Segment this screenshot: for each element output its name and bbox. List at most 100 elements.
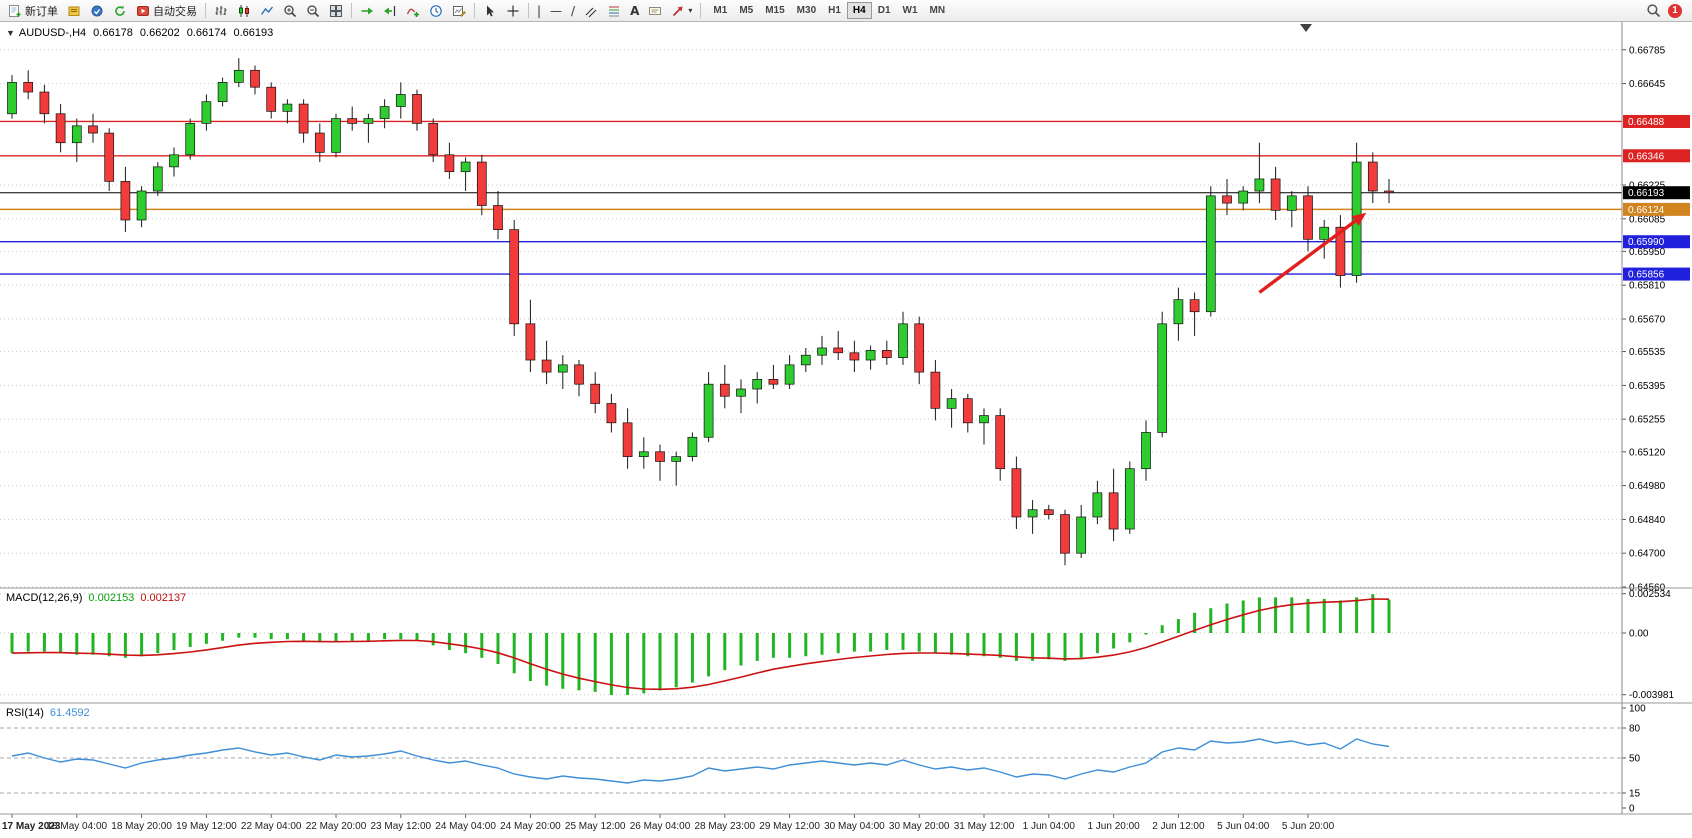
tf-button-H4[interactable]: H4 xyxy=(846,2,872,19)
svg-text:1 Jun 20:00: 1 Jun 20:00 xyxy=(1087,821,1140,832)
chart-shift-button[interactable] xyxy=(379,1,401,20)
horizontal-line-button[interactable]: — xyxy=(546,1,566,20)
tf-button-M1[interactable]: M1 xyxy=(707,2,733,19)
crosshair-icon xyxy=(507,5,519,16)
annotations[interactable] xyxy=(1258,24,1367,294)
svg-text:26 May 04:00: 26 May 04:00 xyxy=(630,821,691,832)
level-lines[interactable] xyxy=(0,120,1622,275)
fibonacci-button[interactable] xyxy=(603,1,625,20)
vertical-line-button[interactable]: | xyxy=(533,1,545,20)
market-button[interactable] xyxy=(86,1,108,20)
svg-text:0.00: 0.00 xyxy=(1629,629,1649,640)
tf-button-M15[interactable]: M15 xyxy=(759,2,790,19)
indicators-icon xyxy=(406,8,419,17)
auto-trading-icon xyxy=(137,5,149,16)
svg-text:0.66193: 0.66193 xyxy=(1628,188,1665,199)
svg-text:23 May 12:00: 23 May 12:00 xyxy=(370,821,431,832)
svg-text:29 May 12:00: 29 May 12:00 xyxy=(759,821,820,832)
text-button[interactable]: A xyxy=(626,1,643,20)
channel-button[interactable] xyxy=(580,1,602,20)
rsi-panel: 100 80 50 15 0 xyxy=(0,704,1646,815)
svg-text:0.64840: 0.64840 xyxy=(1629,515,1666,526)
tile-windows-button[interactable] xyxy=(325,1,347,20)
svg-text:-0.003981: -0.003981 xyxy=(1629,690,1674,701)
trendline-button[interactable]: / xyxy=(567,1,579,20)
svg-text:0.65810: 0.65810 xyxy=(1629,281,1666,292)
svg-text:0: 0 xyxy=(1629,804,1635,815)
notification-badge[interactable]: 1 xyxy=(1668,3,1682,18)
svg-text:15: 15 xyxy=(1629,789,1641,800)
collapse-panel-icon[interactable]: ▼ xyxy=(6,28,15,38)
auto-scroll-button[interactable] xyxy=(356,1,378,20)
svg-text:22 May 04:00: 22 May 04:00 xyxy=(241,821,302,832)
svg-text:17 May 2023: 17 May 2023 xyxy=(2,821,61,832)
line-chart-icon xyxy=(260,6,274,15)
svg-text:0.66124: 0.66124 xyxy=(1628,205,1665,216)
auto-trading-label: 自动交易 xyxy=(153,5,197,18)
zoom-out-button[interactable] xyxy=(302,1,324,20)
svg-text:25 May 12:00: 25 May 12:00 xyxy=(565,821,626,832)
label-button[interactable] xyxy=(644,1,666,20)
market-icon xyxy=(91,5,103,16)
tf-button-D1[interactable]: D1 xyxy=(872,2,897,19)
cursor-icon xyxy=(487,5,494,16)
tf-button-W1[interactable]: W1 xyxy=(897,2,924,19)
refresh-button[interactable] xyxy=(109,1,131,20)
search-button[interactable] xyxy=(1642,1,1665,20)
tf-button-MN[interactable]: MN xyxy=(924,2,952,19)
price-axis: 0.66785 0.66645 0.66225 0.66085 0.65950 0.658… xyxy=(1622,45,1690,594)
bar-chart-button[interactable] xyxy=(210,1,232,20)
trendline-icon: / xyxy=(571,3,576,18)
tf-button-M30[interactable]: M30 xyxy=(791,2,822,19)
price-tag-0.66193 xyxy=(1623,186,1690,200)
svg-text:31 May 12:00: 31 May 12:00 xyxy=(954,821,1015,832)
main-toolbar: 新订单 自动交易 xyxy=(0,0,1692,22)
trend-arrow[interactable] xyxy=(1258,219,1357,294)
chart-shift-marker[interactable] xyxy=(1300,24,1312,32)
arrow-object-icon xyxy=(673,6,683,16)
indicators-button[interactable] xyxy=(402,1,424,20)
svg-text:2 Jun 12:00: 2 Jun 12:00 xyxy=(1152,821,1205,832)
cursor-button[interactable] xyxy=(479,1,501,20)
refresh-icon xyxy=(115,5,125,16)
svg-text:0.66645: 0.66645 xyxy=(1629,79,1666,90)
auto-trading-button[interactable]: 自动交易 xyxy=(132,1,201,20)
toolbar-separator xyxy=(205,3,206,18)
tile-windows-icon xyxy=(330,4,342,17)
bar-chart-icon xyxy=(215,5,227,15)
candle-chart-button[interactable] xyxy=(233,1,255,20)
new-order-button[interactable]: 新订单 xyxy=(4,1,62,20)
svg-text:30 May 04:00: 30 May 04:00 xyxy=(824,821,885,832)
dropdown-icon: ▾ xyxy=(688,5,693,15)
periods-button[interactable] xyxy=(425,1,447,20)
toolbar-separator xyxy=(474,3,475,18)
svg-text:0.65670: 0.65670 xyxy=(1629,314,1666,325)
svg-text:19 May 12:00: 19 May 12:00 xyxy=(176,821,237,832)
svg-text:30 May 20:00: 30 May 20:00 xyxy=(889,821,950,832)
templates-button[interactable] xyxy=(448,1,470,20)
svg-text:24 May 04:00: 24 May 04:00 xyxy=(435,821,496,832)
svg-text:28 May 23:00: 28 May 23:00 xyxy=(694,821,755,832)
line-chart-button[interactable] xyxy=(256,1,278,20)
zoom-in-button[interactable] xyxy=(279,1,301,20)
svg-text:0.64980: 0.64980 xyxy=(1629,481,1666,492)
svg-text:0.66225: 0.66225 xyxy=(1629,180,1666,191)
price-tag-0.66488 xyxy=(1623,114,1690,128)
arrows-tool-button[interactable]: ▾ xyxy=(667,1,696,20)
svg-text:80: 80 xyxy=(1629,724,1641,735)
tf-button-M5[interactable]: M5 xyxy=(733,2,759,19)
metaeditor-button[interactable] xyxy=(63,1,85,20)
macd-panel: 0.002534 0.00 -0.003981 xyxy=(0,589,1674,701)
fibonacci-icon xyxy=(609,6,620,16)
svg-text:18 May 20:00: 18 May 20:00 xyxy=(111,821,172,832)
svg-text:0.65950: 0.65950 xyxy=(1629,247,1666,258)
svg-text:5 Jun 04:00: 5 Jun 04:00 xyxy=(1217,821,1270,832)
crosshair-button[interactable] xyxy=(502,1,524,20)
svg-text:24 May 20:00: 24 May 20:00 xyxy=(500,821,561,832)
tf-button-H1[interactable]: H1 xyxy=(822,2,847,19)
clock-icon xyxy=(430,4,442,17)
chart-canvas[interactable]: 0.0025340.00-0.00398110080501500.667850.… xyxy=(0,22,1692,838)
svg-text:0.66488: 0.66488 xyxy=(1628,117,1665,128)
price-tag-0.65990 xyxy=(1623,235,1690,249)
svg-text:100: 100 xyxy=(1629,704,1646,715)
